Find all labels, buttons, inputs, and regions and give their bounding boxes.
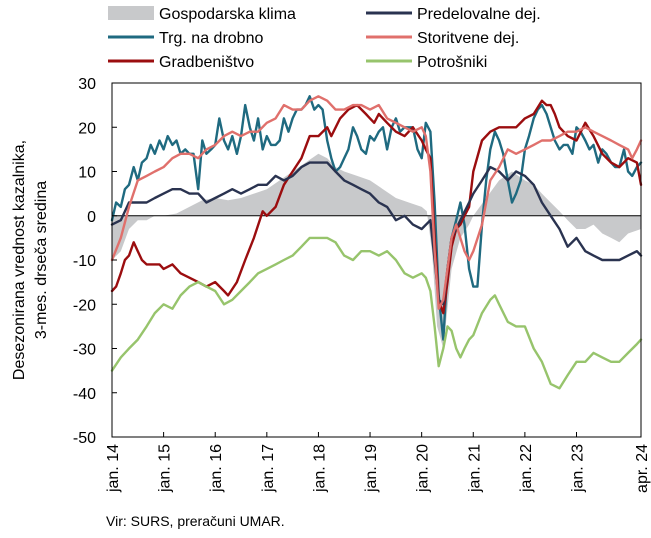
- x-tick-label: jan. 16: [208, 444, 225, 493]
- legend-label-gospodarska-klima: Gospodarska klima: [159, 6, 296, 23]
- y-tick-label: 20: [78, 120, 96, 137]
- y-tick-label: 30: [78, 76, 96, 93]
- x-tick-label: jan. 17: [260, 444, 277, 493]
- y-tick-label: -40: [73, 386, 96, 403]
- series-line-storitvene-dej: [110, 95, 643, 310]
- y-tick-label: 0: [87, 209, 96, 226]
- x-axis: jan. 14 jan. 15 jan. 16 jan. 17 jan. 18 jan. …: [105, 432, 651, 493]
- y-tick-label: -20: [73, 297, 96, 314]
- y-axis-title-line: Desezonirana vrednost kazalnika,: [11, 140, 28, 380]
- x-tick-label: jan. 20: [415, 444, 432, 493]
- x-tick-label: jan. 18: [311, 444, 328, 493]
- legend: Gospodarska klima Predelovalne dej. Trg. n…: [108, 6, 541, 71]
- x-tick-label: jan. 19: [363, 444, 380, 493]
- y-tick-label: -10: [73, 253, 96, 270]
- series-area-gospodarska-klima: [112, 153, 641, 349]
- legend-label-potrosniki: Potrošniki: [417, 54, 487, 71]
- series-line-trg-na-drobno: [110, 95, 643, 341]
- y-axis: 30 20 10 0 -10 -20 -30 -40 -50: [73, 76, 117, 447]
- y-tick-label: 10: [78, 165, 96, 182]
- x-tick-label: jan. 22: [518, 444, 535, 493]
- x-tick-label: jan. 23: [569, 444, 586, 493]
- y-axis-title-line: 3-mes. drseča sredina: [33, 181, 50, 339]
- series-line-gradbenistvo: [110, 99, 643, 315]
- x-tick-label: jan. 21: [466, 444, 483, 493]
- legend-swatch-gospodarska-klima: [108, 6, 154, 20]
- lines-layer: [110, 95, 643, 390]
- plot-area: [110, 95, 643, 390]
- x-tick-label: apr. 24: [634, 444, 651, 493]
- series-line-predelovalne-dej: [110, 161, 643, 306]
- legend-label-predelovalne-dej: Predelovalne dej.: [417, 6, 541, 23]
- legend-label-trg-na-drobno: Trg. na drobno: [159, 30, 263, 47]
- legend-label-storitvene-dej: Storitvene dej.: [417, 30, 519, 47]
- area-layer: [112, 153, 641, 349]
- x-tick-label: jan. 15: [157, 444, 174, 493]
- legend-label-gradbenistvo: Gradbeništvo: [159, 54, 254, 71]
- x-tick-label: jan. 14: [105, 444, 122, 493]
- y-tick-label: -30: [73, 342, 96, 359]
- y-axis-title: Desezonirana vrednost kazalnika, 3-mes. d…: [11, 140, 50, 380]
- series-line-potrosniki: [110, 236, 643, 390]
- source-note: Vir: SURS, preračuni UMAR.: [106, 513, 285, 529]
- y-tick-label: -50: [73, 430, 96, 447]
